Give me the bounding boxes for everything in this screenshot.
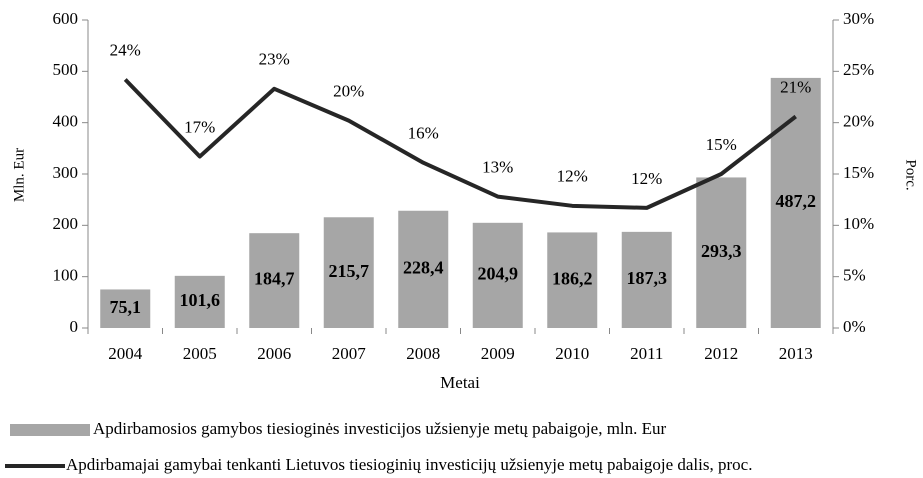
y-tick-label: 200 <box>53 214 79 233</box>
y-axis-label: Mln. Eur <box>11 148 27 202</box>
bar-value-label: 184,7 <box>254 269 295 289</box>
x-tick-label: 2006 <box>257 344 291 363</box>
bar-value-label: 101,6 <box>180 290 221 310</box>
y2-tick-label: 0% <box>843 317 866 336</box>
bar-value-label: 204,9 <box>478 264 519 284</box>
line-value-label: 23% <box>259 50 290 69</box>
x-axis-label: Metai <box>440 373 480 392</box>
bar <box>398 210 449 328</box>
legend-label: Apdirbamosios gamybos tiesioginės invest… <box>93 419 667 438</box>
bar-value-label: 75,1 <box>110 297 142 317</box>
y2-axis-label: Porc. <box>903 159 919 190</box>
x-tick-label: 2012 <box>704 344 738 363</box>
y2-tick-label: 15% <box>843 163 874 182</box>
line-series <box>123 78 797 210</box>
x-tick-label: 2005 <box>183 344 217 363</box>
y-tick-label: 0 <box>70 317 79 336</box>
bar <box>547 232 598 328</box>
bar-value-label: 215,7 <box>329 261 370 281</box>
y-tick-label: 300 <box>53 163 79 182</box>
bar-value-label: 187,3 <box>627 268 668 288</box>
line-value-label: 12% <box>631 169 662 188</box>
bar-value-label: 228,4 <box>403 258 444 278</box>
legend-swatch <box>10 424 90 436</box>
bar <box>323 217 374 328</box>
x-tick-label: 2008 <box>406 344 440 363</box>
y2-tick-label: 30% <box>843 9 874 28</box>
x-tick-label: 2010 <box>555 344 589 363</box>
y2-tick-label: 25% <box>843 60 874 79</box>
bar-value-label: 293,3 <box>701 241 742 261</box>
x-tick-label: 2004 <box>108 344 143 363</box>
y-tick-label: 500 <box>53 60 79 79</box>
x-tick-label: 2011 <box>630 344 663 363</box>
bar <box>621 231 672 328</box>
bar-value-label: 186,2 <box>552 268 593 288</box>
line-value-label: 20% <box>333 82 364 101</box>
bar <box>249 233 300 328</box>
y2-tick-label: 10% <box>843 214 874 233</box>
bar <box>174 275 225 328</box>
bar <box>770 77 821 329</box>
line-value-label: 21% <box>780 77 811 96</box>
bar <box>696 177 747 328</box>
line-value-label: 12% <box>557 167 588 186</box>
line-value-label: 24% <box>110 40 141 59</box>
bar <box>100 289 151 328</box>
y-tick-label: 400 <box>53 112 79 131</box>
x-tick-label: 2013 <box>779 344 813 363</box>
bar-value-label: 487,2 <box>776 191 817 211</box>
y2-tick-label: 20% <box>843 112 874 131</box>
line-value-label: 17% <box>184 117 215 136</box>
line-value-label: 15% <box>706 135 737 154</box>
bar <box>472 222 523 328</box>
line-value-label: 13% <box>482 157 513 176</box>
y-tick-label: 600 <box>53 9 79 28</box>
x-tick-label: 2009 <box>481 344 515 363</box>
line-value-label: 16% <box>408 124 439 143</box>
x-tick-label: 2007 <box>332 344 367 363</box>
legend-label: Apdirbamajai gamybai tenkanti Lietuvos t… <box>66 455 752 474</box>
y-tick-label: 100 <box>53 266 79 285</box>
y2-tick-label: 5% <box>843 266 866 285</box>
